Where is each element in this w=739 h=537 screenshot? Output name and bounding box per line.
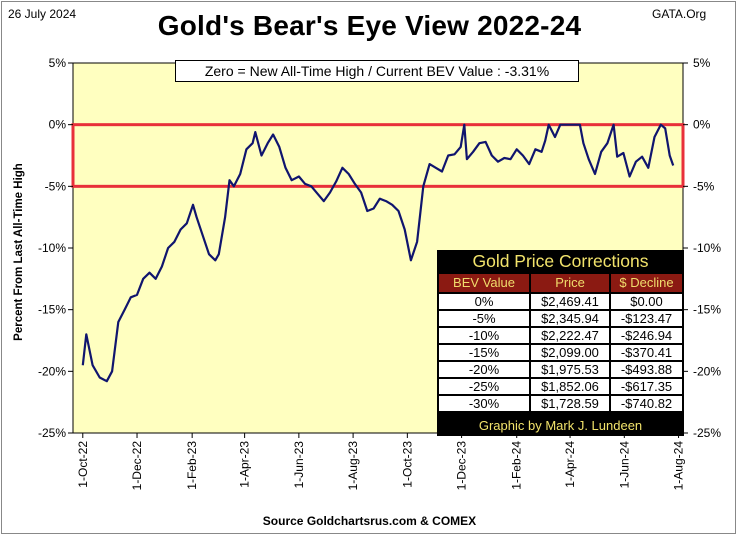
table-cell-decline: -$123.47	[611, 311, 682, 326]
x-tick-label: 1-Dec-23	[455, 441, 469, 491]
chart-title: Gold's Bear's Eye View 2022-24	[157, 10, 582, 41]
table-header-decline: $ Decline	[611, 274, 682, 292]
table-cell-price: $2,099.00	[531, 345, 609, 360]
table-header-bev: BEV Value	[439, 274, 529, 292]
x-tick-label: 1-Aug-23	[346, 441, 360, 491]
table-cell-bev: 0%	[439, 294, 529, 309]
y-tick-label-left: -5%	[45, 179, 67, 193]
table-cell-bev: -20%	[439, 362, 529, 377]
y-tick-label-left: 0%	[49, 118, 67, 132]
table-cell-decline: -$246.94	[611, 328, 682, 343]
x-tick-label: 1-Aug-24	[672, 441, 686, 491]
table-cell-decline: -$370.41	[611, 345, 682, 360]
table-cell-bev: -15%	[439, 345, 529, 360]
y-tick-label-right: -5%	[693, 179, 715, 193]
table-cell-bev: -5%	[439, 311, 529, 326]
highlight-band-layer	[71, 123, 685, 188]
table-cell-price: $1,975.53	[531, 362, 609, 377]
x-tick-label: 1-Jun-24	[617, 441, 631, 489]
source-note: Source Goldchartsrus.com & COMEX	[262, 514, 477, 528]
x-tick-label: 1-Apr-24	[563, 441, 577, 488]
y-tick-label-left: -15%	[38, 303, 66, 317]
table-cell-decline: -$740.82	[611, 396, 682, 411]
table-cell-bev: -10%	[439, 328, 529, 343]
y-tick-label-right: -10%	[693, 241, 721, 255]
x-tick-label: 1-Jun-23	[292, 441, 306, 489]
x-tick-label: 1-Oct-22	[76, 441, 90, 488]
corrections-table: Gold Price Corrections BEV Value Price $…	[437, 250, 684, 436]
x-tick-label: 1-Dec-22	[130, 441, 144, 491]
y-tick-label-left: -10%	[38, 241, 66, 255]
annotation-text: Zero = New All-Time High / Current BEV V…	[204, 63, 550, 79]
table-cell-decline: -$617.35	[611, 379, 682, 394]
highlight-band	[71, 123, 685, 188]
y-axis-label: Percent From Last All-Time High	[13, 163, 25, 341]
y-tick-label-right: 0%	[693, 118, 711, 132]
y-tick-layer: 5% 5% 0% 0% -5% -5% -10% -10% -15% -15% -20% -20% -2…	[38, 56, 721, 440]
table-cell-decline: -$493.88	[611, 362, 682, 377]
bev-series-line	[81, 123, 675, 383]
date-label: 26 July 2024	[8, 7, 77, 21]
y-tick-label-left: 5%	[49, 56, 67, 70]
y-tick-label-right: 5%	[693, 56, 711, 70]
table-cell-price: $2,469.41	[531, 294, 609, 309]
table-cell-price: $1,728.59	[531, 396, 609, 411]
table-cell-bev: -30%	[439, 396, 529, 411]
y-tick-label-right: -15%	[693, 303, 721, 317]
x-tick-label: 1-Oct-23	[400, 441, 414, 488]
y-tick-label-left: -20%	[38, 364, 66, 378]
graphic-credit: Graphic by Mark J. Lundeen	[478, 418, 643, 433]
x-tick-label: 1-Feb-23	[185, 441, 199, 490]
table-cell-price: $2,345.94	[531, 311, 609, 326]
table-cell-price: $1,852.06	[531, 379, 609, 394]
table-cell-bev: -25%	[439, 379, 529, 394]
x-tick-label: 1-Apr-23	[238, 441, 252, 488]
table-cell-decline: $0.00	[611, 294, 682, 309]
brand-label: GATA.Org	[652, 7, 707, 21]
corrections-table-title: Gold Price Corrections	[472, 251, 649, 271]
y-tick-label-right: -20%	[693, 364, 721, 378]
y-tick-label-left: -25%	[38, 426, 66, 440]
table-cell-price: $2,222.47	[531, 328, 609, 343]
annotation-box: Zero = New All-Time High / Current BEV V…	[175, 60, 579, 82]
table-header-price: Price	[531, 274, 609, 292]
x-tick-label: 1-Feb-24	[510, 441, 524, 490]
x-tick-layer: 1-Oct-22 1-Dec-22 1-Feb-23 1-Apr-23 1-Jun-23…	[76, 433, 686, 490]
y-tick-label-right: -25%	[693, 426, 721, 440]
